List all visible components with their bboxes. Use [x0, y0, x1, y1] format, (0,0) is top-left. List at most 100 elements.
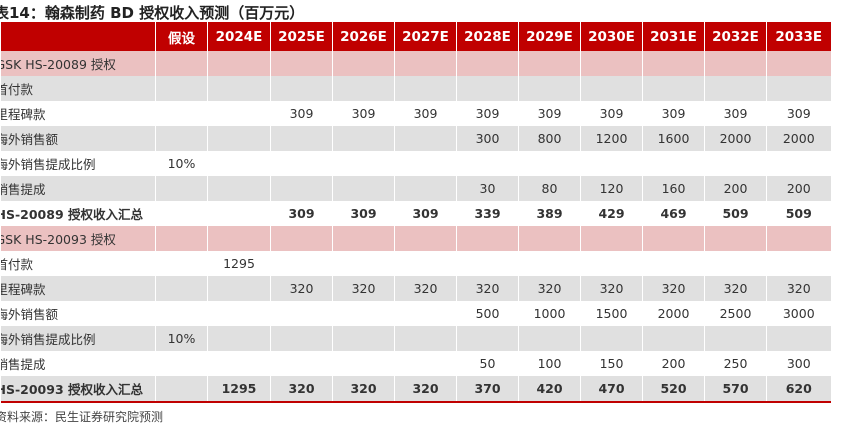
table-cell	[456, 226, 519, 251]
table-cell	[270, 176, 333, 201]
table-cell: 470	[580, 376, 643, 403]
table-cell: 300	[456, 126, 519, 151]
table-cell	[704, 51, 767, 76]
table-cell	[332, 176, 395, 201]
table-cell	[518, 76, 581, 101]
table-cell	[518, 251, 581, 276]
column-header: 2029E	[518, 22, 581, 51]
table-cell: 620	[766, 376, 831, 403]
table-cell: 309	[270, 101, 333, 126]
column-header	[0, 22, 156, 51]
table-row: 海外销售额 500 1000 1500 2000 2500 3000	[0, 301, 831, 326]
table-cell	[155, 301, 208, 326]
table-cell: 339	[456, 201, 519, 226]
table-cell	[580, 76, 643, 101]
section-row: GSK HS-20089 授权	[0, 51, 831, 76]
table-cell: 300	[766, 351, 831, 376]
table-cell	[270, 51, 333, 76]
column-header: 2030E	[580, 22, 643, 51]
table-cell: 570	[704, 376, 767, 403]
column-header: 2024E	[207, 22, 271, 51]
table-cell	[642, 51, 705, 76]
table-cell	[766, 151, 831, 176]
table-cell	[394, 351, 457, 376]
table-cell	[207, 151, 271, 176]
source-note: 资料来源：民生证券研究院预测	[0, 410, 164, 424]
table-cell	[332, 326, 395, 351]
table-cell: 320	[394, 376, 457, 403]
table-cell: 200	[642, 351, 705, 376]
table-cell	[155, 226, 208, 251]
table-cell: 309	[518, 101, 581, 126]
table-cell	[456, 76, 519, 101]
table-cell	[155, 76, 208, 101]
table-cell	[580, 51, 643, 76]
table-cell: 309	[394, 101, 457, 126]
table-cell	[270, 326, 333, 351]
table-cell	[155, 176, 208, 201]
table-cell: 800	[518, 126, 581, 151]
row-label: 海外销售额	[0, 126, 156, 151]
table-cell: 50	[456, 351, 519, 376]
table-cell	[704, 151, 767, 176]
table-cell	[155, 51, 208, 76]
table-cell	[580, 151, 643, 176]
table-cell: 309	[456, 101, 519, 126]
table-cell	[270, 251, 333, 276]
table-cell: 1600	[642, 126, 705, 151]
table-cell: 1295	[207, 251, 271, 276]
table-cell: 309	[642, 101, 705, 126]
table-cell: 320	[456, 276, 519, 301]
table-cell	[207, 201, 271, 226]
table-cell	[155, 126, 208, 151]
table-cell: 250	[704, 351, 767, 376]
table-cell	[207, 76, 271, 101]
table-cell	[642, 226, 705, 251]
table-cell: 10%	[155, 151, 208, 176]
row-label: 销售提成	[0, 176, 156, 201]
table-cell	[332, 51, 395, 76]
table-cell: 429	[580, 201, 643, 226]
row-label: 海外销售额	[0, 301, 156, 326]
total-row: HS-20089 授权收入汇总 309 309 309 339 389 429 469 509 5…	[0, 201, 831, 226]
table-row: 首付款	[0, 76, 831, 101]
table-cell: 320	[518, 276, 581, 301]
table-cell	[207, 301, 271, 326]
table-cell	[394, 126, 457, 151]
table-cell: 120	[580, 176, 643, 201]
table-cell	[394, 151, 457, 176]
table-cell	[580, 251, 643, 276]
table-cell: 309	[766, 101, 831, 126]
table-cell	[456, 51, 519, 76]
table-cell	[207, 276, 271, 301]
table-cell	[394, 251, 457, 276]
table-cell	[270, 126, 333, 151]
table-cell	[766, 51, 831, 76]
row-label: HS-20093 授权收入汇总	[0, 376, 156, 403]
table-cell: 30	[456, 176, 519, 201]
table-cell: 1200	[580, 126, 643, 151]
table-cell	[704, 226, 767, 251]
row-label: HS-20089 授权收入汇总	[0, 201, 156, 226]
table-cell	[332, 76, 395, 101]
table-cell: 509	[704, 201, 767, 226]
column-header: 2032E	[704, 22, 767, 51]
row-label: 销售提成	[0, 351, 156, 376]
row-label: 里程碑款	[0, 276, 156, 301]
table-cell: 150	[580, 351, 643, 376]
table-row: 海外销售提成比例 10%	[0, 151, 831, 176]
table-cell	[332, 351, 395, 376]
table-cell: 320	[270, 276, 333, 301]
table-cell	[332, 151, 395, 176]
table-cell	[155, 201, 208, 226]
table-cell: 100	[518, 351, 581, 376]
table-row: 海外销售提成比例 10%	[0, 326, 831, 351]
column-header: 假设	[155, 22, 208, 51]
license-revenue-table: 假设 2024E 2025E 2026E 2027E 2028E 2029E 2030E 203…	[0, 22, 831, 403]
table-cell	[332, 226, 395, 251]
table-cell: 80	[518, 176, 581, 201]
table-title: 表14：翰森制药 BD 授权收入预测（百万元）	[0, 4, 305, 22]
table-cell: 10%	[155, 326, 208, 351]
table-cell: 320	[270, 376, 333, 403]
table-cell	[518, 151, 581, 176]
